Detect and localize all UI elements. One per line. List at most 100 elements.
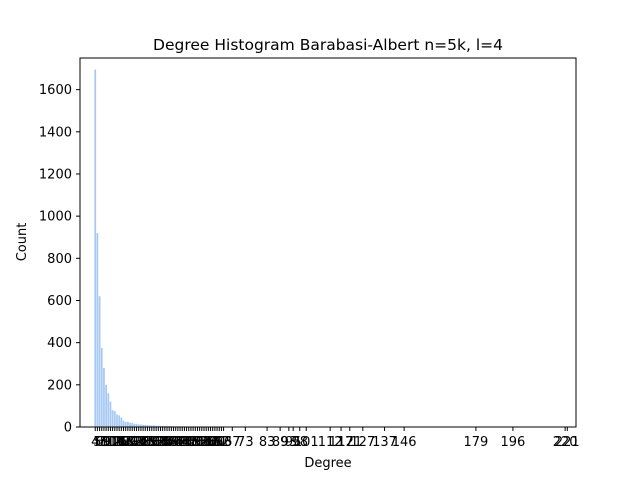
x-tick-label: 98 [291,435,308,450]
histogram-bar [144,424,147,427]
x-tick-label: 55 [198,435,215,450]
y-tick-label: 1200 [39,167,72,182]
x-tick-label: 17 [115,435,132,450]
x-tick-label: 52 [191,435,208,450]
histogram-bar [163,425,166,427]
x-tick-label: 117 [329,435,354,450]
x-tick-label: 196 [500,435,525,450]
x-tick-label: 29 [141,435,158,450]
histogram-bar [129,422,131,427]
x-tick-label: 19 [120,435,137,450]
x-tick-label: 28 [139,435,156,450]
x-tick-label: 53 [194,435,211,450]
x-tick-label: 46 [178,435,195,450]
x-tick-label: 43 [172,435,189,450]
x-tick-label: 30 [144,435,161,450]
x-tick-label: 15 [111,435,128,450]
x-tick-label: 34 [152,435,169,450]
x-tick-label: 50 [187,435,204,450]
x-tick-label: 73 [237,435,254,450]
histogram-bar [103,367,105,427]
chart-title: Degree Histogram Barabasi-Albert n=5k, l… [153,36,503,54]
x-tick-label: 41 [167,435,184,450]
x-tick-label: 101 [294,435,319,450]
x-tick-label: 47 [180,435,197,450]
x-tick-label: 49 [185,435,202,450]
histogram-bar [150,425,153,427]
y-axis: 0 200 400 600 800 1000 1200 1400 1600 [39,83,80,436]
y-axis-label: Count [15,223,30,262]
histogram-bar [155,425,158,427]
x-tick-label: 40 [165,435,182,450]
histogram-bar [118,415,121,427]
x-tick-label: 36 [157,435,174,450]
x-tick-label: 63 [215,435,232,450]
x-tick-label: 44 [174,435,191,450]
x-tick-label: 179 [464,435,489,450]
histogram-bar [124,421,127,427]
x-tick-label: 18 [117,435,134,450]
histogram-bar [157,425,160,427]
x-axis-label: Degree [304,456,351,471]
histogram-bar [120,417,123,427]
y-tick-label: 0 [64,421,72,436]
x-tick-label: 33 [150,435,167,450]
x-tick-label: 61 [211,435,228,450]
x-tick-label: 35 [154,435,171,450]
x-tick-label: 39 [163,435,180,450]
x-tick-label: 67 [224,435,241,450]
y-tick-label: 200 [47,378,72,393]
y-tick-label: 1400 [39,125,72,140]
histogram-bar [122,420,125,427]
x-tick-label: 31 [146,435,163,450]
x-tick-label: 89 [272,435,289,450]
histogram-bar [137,424,140,427]
x-tick-label: 57 [202,435,219,450]
histogram-bar [126,421,129,427]
histogram-bar [109,401,112,427]
x-tick-label: 21 [124,435,141,450]
x-tick-label: 93 [281,435,298,450]
x-tick-label: 20 [122,435,139,450]
x-tick-label: 112 [318,435,343,450]
histogram-bar [105,384,107,427]
x-tick-label: 137 [372,435,397,450]
x-tick-label: 60 [209,435,226,450]
x-tick-label: 37 [159,435,176,450]
x-tick-label: 7 [98,435,106,450]
histogram-bar [135,423,138,427]
histogram-bar [96,233,99,427]
x-tick-label: 11 [102,435,119,450]
histogram-bar [100,347,103,427]
x-tick-label: 10 [100,435,117,450]
x-tick-label: 48 [183,435,200,450]
histogram-bar [159,425,162,427]
y-tick-label: 800 [47,252,72,267]
x-axis: 4567891011121314151617181920212223242526… [91,427,580,450]
x-tick-label: 13 [107,435,124,450]
x-tick-label: 54 [196,435,213,450]
y-tick-label: 1600 [39,83,72,98]
x-tick-label: 83 [259,435,276,450]
x-tick-label: 4 [91,435,99,450]
x-tick-label: 26 [135,435,152,450]
x-tick-label: 16 [113,435,130,450]
histogram-bar [148,425,151,427]
histogram-bar [94,69,97,427]
x-tick-label: 62 [213,435,230,450]
y-tick-label: 1000 [39,210,72,225]
x-tick-label: 9 [102,435,110,450]
x-tick-label: 24 [130,435,147,450]
x-tick-label: 38 [161,435,178,450]
histogram-bar [142,424,144,427]
histogram-bar [133,423,136,427]
x-tick-label: 5 [93,435,101,450]
x-tick-label: 12 [104,435,121,450]
histogram-bar [131,422,134,427]
plot-area-frame [79,57,577,428]
x-tick-label: 14 [109,435,126,450]
histogram-bar [140,424,142,427]
x-tick-label: 56 [200,435,217,450]
